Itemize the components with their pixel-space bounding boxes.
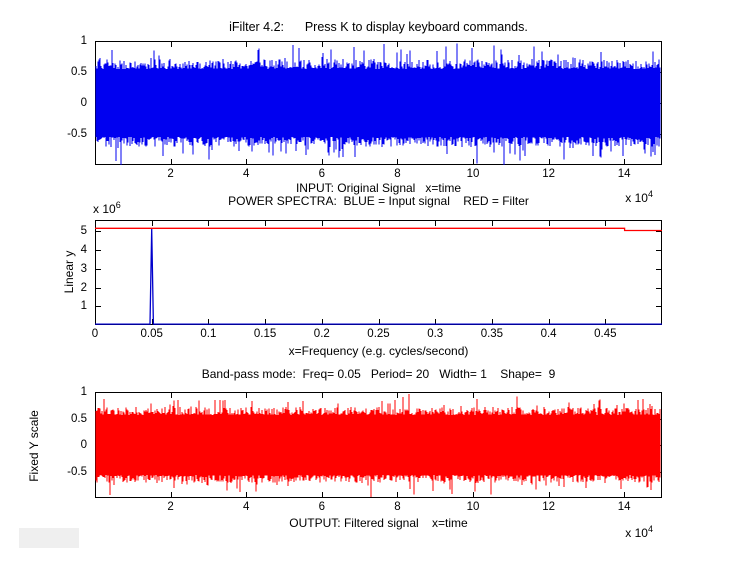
x-tick-label: 12 [542, 501, 555, 513]
x-tick-label: 14 [617, 501, 631, 513]
x-tick-label: 8 [394, 501, 401, 513]
output-title-bandpass-settings: Band-pass mode: Freq= 0.05 Period= 20 Wi… [201, 367, 556, 381]
x-tick-label: 0 [91, 328, 99, 340]
y-tick-label: 2 [80, 281, 87, 294]
y-tick-label: 0.5 [71, 66, 87, 78]
exponent-power: 4 [647, 189, 653, 199]
y-tick-label: -0.5 [67, 465, 87, 478]
output-plot-canvas[interactable] [95, 392, 662, 498]
input-signal-plot[interactable] [95, 41, 662, 165]
exponent-power: 6 [115, 200, 121, 210]
exponent-base: x 10 [625, 526, 648, 540]
exponent-base: x 10 [93, 202, 116, 216]
x-tick-label: 14 [617, 168, 631, 180]
x-tick-label: 4 [242, 501, 250, 513]
x-tick-label: 12 [542, 168, 555, 180]
input-plot-canvas[interactable] [95, 41, 662, 165]
x-tick-label: 0.35 [480, 328, 504, 340]
exponent-base: x 10 [625, 191, 648, 205]
spectrum-y-exponent-label: x 106 [93, 200, 121, 216]
y-tick-label: -0.5 [67, 128, 87, 140]
output-signal-plot[interactable] [95, 392, 662, 498]
output-xlabel: OUTPUT: Filtered signal x=time [289, 516, 468, 530]
x-tick-label: 8 [394, 168, 401, 180]
x-tick-label: 0.15 [253, 328, 277, 340]
y-tick-label: 5 [80, 225, 87, 238]
y-tick-label: 1 [80, 35, 87, 47]
output-x-exponent-label: x 104 [95, 524, 653, 540]
x-tick-label: 0.45 [594, 328, 617, 340]
input-xlabel: INPUT: Original Signal x=time [295, 181, 462, 195]
y-tick-label: 1 [80, 386, 87, 398]
y-tick-label: 0.5 [71, 412, 87, 425]
x-tick-label: 6 [318, 168, 325, 180]
x-tick-label: 10 [466, 168, 480, 180]
spectrum-xlabel: x=Frequency (e.g. cycles/second) [288, 344, 469, 358]
power-spectrum-plot[interactable] [95, 220, 662, 325]
x-tick-label: 0.1 [200, 328, 217, 340]
y-tick-label: 0 [80, 439, 87, 451]
y-tick-label: 3 [80, 262, 87, 275]
figure-title: iFilter 4.2: Press K to display keyboard… [229, 20, 528, 34]
y-tick-label: 1 [80, 300, 87, 313]
x-tick-label: 6 [318, 501, 325, 513]
x-tick-label: 0.25 [367, 328, 390, 340]
x-tick-label: 10 [466, 501, 480, 513]
exponent-power: 4 [647, 524, 653, 534]
x-tick-label: 0.2 [313, 328, 330, 340]
input-x-exponent-label: x 104 [95, 189, 653, 205]
spectrum-plot-canvas[interactable] [95, 220, 662, 325]
x-tick-label: 2 [167, 501, 174, 513]
y-tick-label: 0 [80, 97, 87, 109]
x-tick-label: 0.4 [540, 328, 557, 340]
x-tick-label: 0.05 [140, 328, 163, 340]
x-tick-label: 4 [242, 168, 250, 180]
x-tick-label: 2 [167, 168, 174, 180]
spectrum-title: POWER SPECTRA: BLUE = Input signal RED =… [228, 194, 529, 208]
y-tick-label: 4 [80, 244, 87, 256]
bottom-left-gray-box [19, 528, 79, 548]
x-tick-label: 0.3 [427, 328, 444, 340]
